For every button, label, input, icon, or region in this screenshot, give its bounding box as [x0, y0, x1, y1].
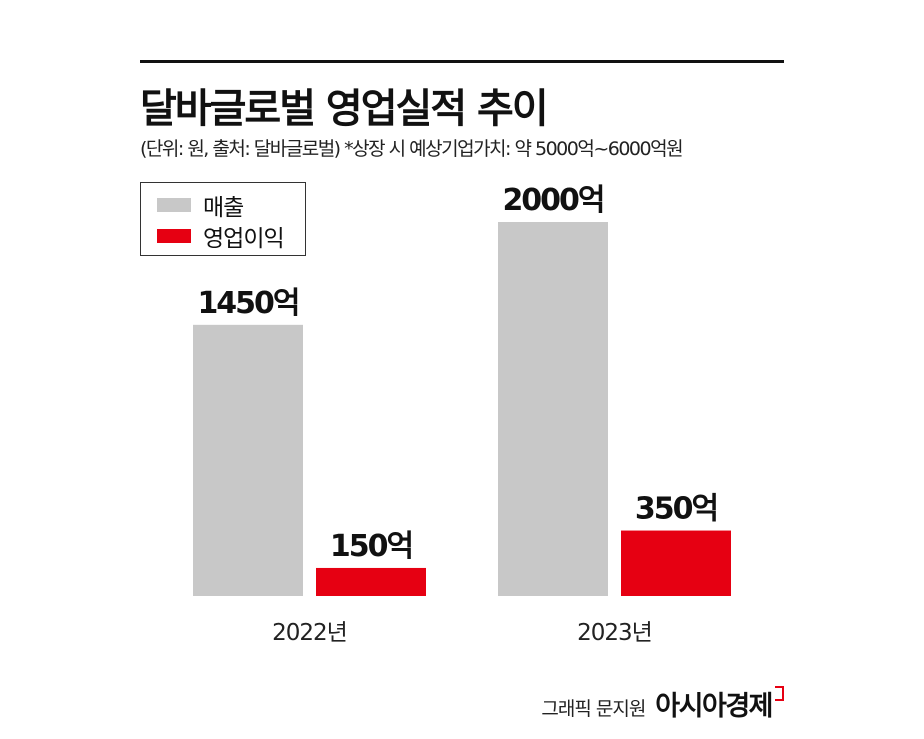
bars-group: 1450억 150억 2022년 2000억 350억 2023년 [193, 183, 731, 646]
chart-subtitle: (단위: 원, 출처: 달바글로벌) *상장 시 예상기업가치: 약 5000억… [140, 138, 684, 160]
value-label-revenue-1: 2000억 [502, 183, 603, 218]
value-label-operating-profit-1: 350억 [635, 492, 717, 527]
value-label-operating-profit-0: 150억 [330, 529, 412, 564]
category-label-0: 2022년 [272, 620, 347, 646]
category-label-1: 2023년 [577, 620, 652, 646]
legend-label-operating-profit: 영업이익 [203, 226, 285, 252]
bar-revenue-0 [193, 324, 303, 596]
brand-logo-text: 아시아경제 [655, 691, 773, 722]
value-label-revenue-0: 1450억 [197, 286, 298, 321]
bar-revenue-1 [498, 222, 608, 596]
credit-block: 그래픽 문지원 아시아경제 [541, 684, 784, 723]
legend: 매출 영업이익 [140, 182, 306, 256]
brand-mark-icon [775, 686, 784, 701]
legend-label-revenue: 매출 [203, 195, 244, 221]
bar-operating-profit-0 [316, 567, 426, 596]
legend-item-operating-profit: 영업이익 [157, 222, 285, 252]
top-rule [140, 60, 784, 63]
graphic-credit: 그래픽 문지원 [541, 698, 646, 720]
chart-title: 달바글로벌 영업실적 추이 [140, 86, 549, 132]
bar-operating-profit-1 [621, 530, 731, 596]
legend-item-revenue: 매출 [157, 191, 244, 221]
legend-swatch-operating-profit [157, 229, 191, 243]
legend-swatch-revenue [157, 198, 191, 212]
